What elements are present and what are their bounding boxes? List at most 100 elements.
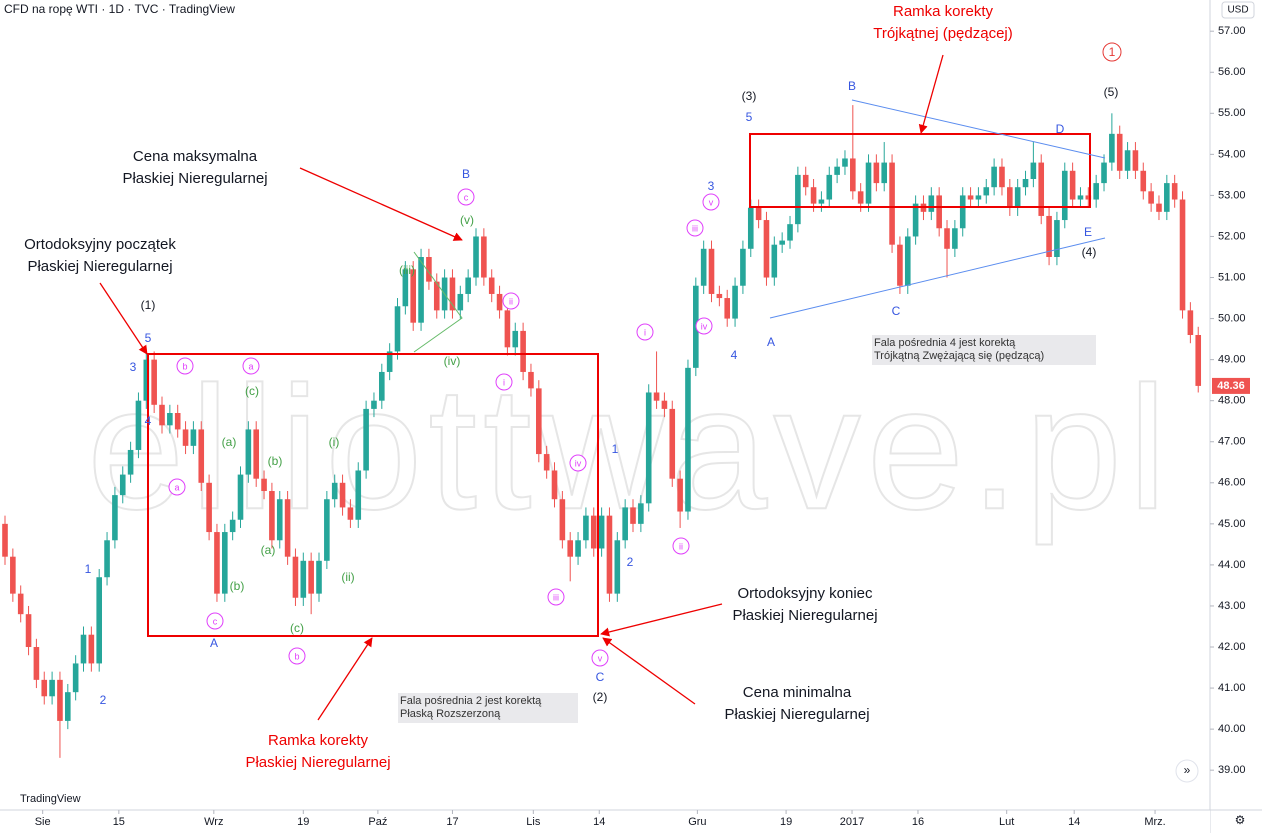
candle-body [795,174,801,225]
candle-body [873,162,880,184]
candle-body [834,166,840,175]
candle-body [237,474,244,520]
note-text: Fala pośrednia 2 jest korektą [400,695,542,707]
candle-body [1171,183,1178,200]
candle-body [622,507,628,541]
candle-body [308,560,314,594]
candle-body [206,482,212,533]
y-tick-label: 53.00 [1218,189,1246,201]
candle-body [551,470,558,500]
scroll-icon[interactable]: » [1184,763,1191,777]
logo: TradingView [20,793,81,805]
wave-label: (b) [268,454,283,468]
wave-circle [1102,42,1122,62]
candle-body [473,236,479,278]
candle-body [740,248,746,286]
candle-body [559,499,566,541]
candle-body [606,515,613,594]
wave-label: 1 [1109,45,1116,59]
candle-body [857,191,864,204]
triangle-frame [749,133,1091,208]
candle-body [897,244,903,286]
wave-label: 2 [627,555,634,569]
candle-body [159,404,165,426]
x-tick-label: Sie [35,816,51,828]
note-box [398,693,578,723]
arrow [918,54,944,134]
candle-body [944,228,950,249]
wave-circle [288,647,306,665]
settings-icon[interactable]: ⚙ [1235,813,1246,827]
candle-body [763,220,770,278]
wave-label: iv [575,458,582,468]
note-text: Trójkątną Zwężającą się (pędzącą) [874,350,1044,362]
wave-circle [502,292,520,310]
candle-body [967,195,974,200]
wave-circle [206,612,224,630]
x-tick-label: Gru [688,816,706,828]
currency[interactable]: USD [1227,5,1248,16]
wave-label: (2) [593,690,608,704]
wave-label: (v) [460,213,474,227]
candle-body [975,195,982,200]
wave-label: i [503,377,505,387]
candle-body [261,478,267,492]
wave-circle [702,193,720,211]
currency-button[interactable] [1221,1,1255,19]
time-axis [0,810,1210,833]
y-tick-label: 51.00 [1218,271,1246,283]
candle-body [653,392,660,401]
candle-body [418,256,424,323]
x-tick-label: 19 [297,816,309,828]
wave-circle [457,188,475,206]
x-tick-label: Wrz [204,816,223,828]
wave-label: a [248,361,253,371]
x-tick-label: 2017 [840,816,864,828]
x-tick-label: 14 [593,816,605,828]
candle-body [214,532,220,594]
wave-label: C [892,304,901,318]
wave-label: c [213,616,218,626]
y-tick-label: 40.00 [1218,723,1246,735]
price-axis [1210,0,1262,833]
wave-label: (a) [222,435,237,449]
wave-label: (iii) [399,263,415,277]
symbol-title: CFD na ropę WTI · 1D · TVC · TradingView [4,2,235,16]
candle-body [630,507,636,524]
candle-body [802,174,809,188]
y-tick-label: 45.00 [1218,518,1246,530]
wave-circle [686,219,704,237]
candle-body [379,371,385,401]
candle-body [245,429,252,475]
wave-label: A [767,335,775,349]
candle-body [151,359,157,405]
wave-circle [591,649,609,667]
candle-body [17,593,24,615]
candle-body [724,298,731,319]
candle-body [1061,170,1068,221]
scroll-button[interactable] [1175,759,1199,783]
candle-body [504,310,511,348]
candle-body [410,269,417,323]
candle-body [339,482,346,508]
y-tick-label: 46.00 [1218,477,1246,489]
axis-labels: 39.00 40.00 41.00 42.00 43.00 44.00 45.00 46.00… [35,25,1246,828]
candle-body [33,647,40,680]
wave-label: 3 [708,179,715,193]
wave-label: ii [509,296,513,306]
wave-label: 5 [746,110,753,124]
wave-circle [569,454,587,472]
wave-circle [636,323,654,341]
candle-body [661,400,668,409]
candle-body [747,207,754,249]
candle-body [614,540,621,594]
callout-text: Płaskiej Nieregularnej [245,754,390,771]
candle-body [253,429,260,479]
candle-body [1148,191,1154,204]
wave-label: (b) [230,579,245,593]
wave-label: 1 [85,562,92,576]
candle-body [959,195,966,229]
callout-text: Płaskiej Nieregularnej [27,258,172,275]
wave-label: (c) [245,384,259,398]
wave-circle [242,357,260,375]
